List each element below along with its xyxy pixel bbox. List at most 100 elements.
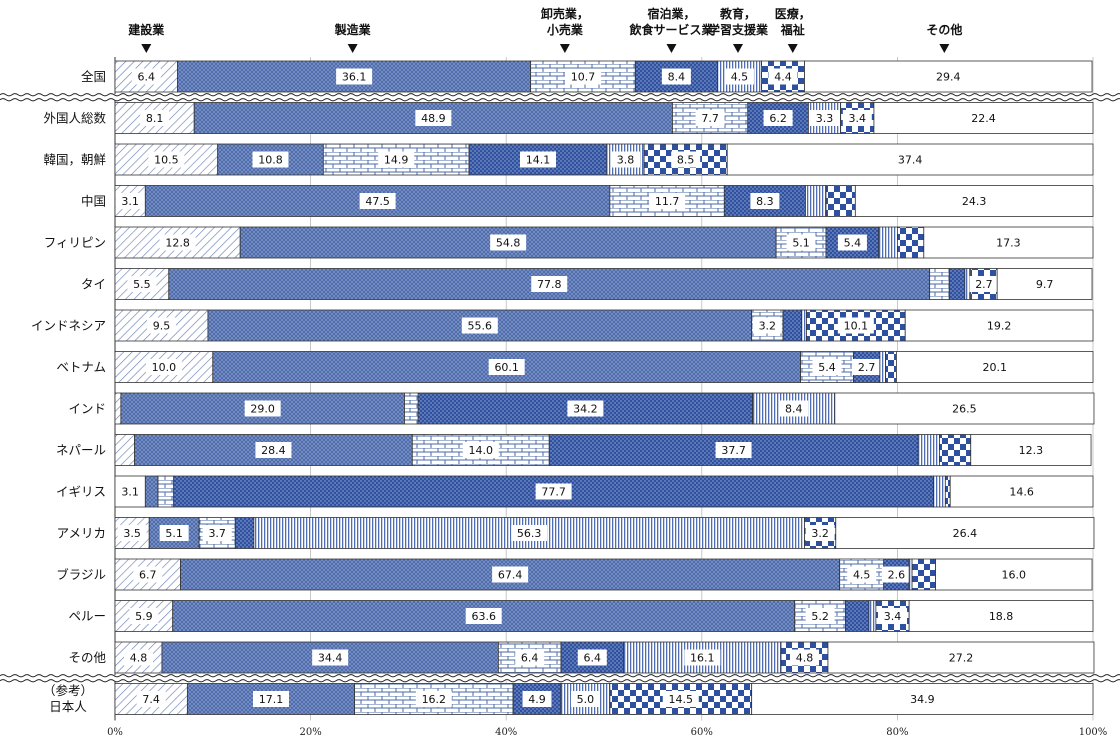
row-label: ブラジル [56,567,106,582]
value-label: 29.4 [936,71,961,84]
axis-breaks [0,93,1120,683]
value-label: 7.4 [142,693,160,706]
bar-segment [805,185,827,217]
value-label: 4.5 [853,569,871,582]
value-label: 22.4 [971,112,996,125]
value-label: 37.4 [898,154,923,167]
x-axis: 0% 20% 40% 60% 80% 100% [107,727,1107,738]
bars: 全国 6.4 36.1 10.7 8.4 4.5 4.4 29.4 外国人総数 8.1 48.9 7.… [31,60,1095,715]
bar-segment [854,185,1094,217]
value-label-bg [462,442,499,458]
value-label-bg [140,110,170,126]
value-label: 10.5 [154,154,179,167]
value-label-bg [359,193,396,209]
value-label: 4.4 [774,71,792,84]
value-label-bg [750,193,780,209]
header-label: 小売業 [547,22,584,37]
row-label: イギリス [56,484,106,499]
value-label-bg [649,193,686,209]
value-label-bg [415,110,452,126]
value-label: 24.3 [962,195,987,208]
value-label-bg [695,110,725,126]
axis-break-line [0,679,1120,683]
x-tick-label: 100% [1079,727,1108,738]
header-label: 学習支援業 [708,22,769,37]
bar-segment [929,268,950,300]
bar-segment [904,309,1094,342]
bar-segment [949,475,1094,508]
axis-break-gap [0,94,1120,101]
value-label: 8.4 [785,403,803,416]
value-label-bg [570,691,600,707]
bar-segment [897,226,925,259]
bar-segment [917,434,940,466]
value-label: 14.6 [1009,486,1034,499]
value-label: 5.2 [811,610,829,623]
header-arrow-icon [939,44,950,53]
bar-row: ネパール 28.4 14.0 37.7 12.3 [56,434,1092,466]
bar-segment [911,558,936,591]
value-label: 17.1 [259,693,284,706]
bar-segment [970,434,1092,466]
value-label-bg [415,691,452,707]
row-label: フィリピン [44,235,106,250]
bar-segment [804,60,1093,93]
value-label: 3.1 [121,486,139,499]
value-label: 5.1 [165,527,183,540]
value-label: 2.6 [888,569,906,582]
bar-segment [827,641,1095,674]
bar-segment [944,475,951,508]
header-label: 卸売業， [541,6,589,21]
value-label: 5.0 [577,693,595,706]
header-label: 教育， [719,6,756,21]
x-tick-label: 0% [107,727,123,738]
value-label: 77.7 [541,486,566,499]
value-label: 10.0 [152,361,177,374]
row-label: （参考） [43,683,93,698]
bar-segment [497,641,562,674]
value-label-bg [127,276,157,292]
bar-segment [825,226,880,259]
value-label: 12.3 [1019,444,1044,457]
value-label: 5.1 [792,237,810,250]
bar-segment [234,517,255,549]
value-label: 6.4 [138,71,156,84]
value-label: 18.8 [989,610,1014,623]
value-label-bg [611,151,641,168]
value-label: 67.4 [498,569,523,582]
value-label: 36.1 [342,71,367,84]
header-arrow-icon [141,44,152,53]
value-label-bg [202,525,232,541]
value-label-bg [145,359,182,375]
bar-segment [879,351,887,383]
value-label-bg [969,276,999,292]
header-arrow-icon [732,44,743,53]
bar-segment [935,558,1093,591]
value-label-bg [255,442,292,458]
header-arrow-icon [666,44,677,53]
row-label: その他 [68,650,106,665]
value-label-bg [244,400,281,417]
axis-break-gap [0,675,1120,682]
bar-row: その他 4.8 34.4 6.4 6.4 16.1 4.8 27.2 [68,641,1095,674]
header-arrow-icon [787,44,798,53]
value-label: 3.3 [816,112,834,125]
value-label-bg [131,68,161,85]
value-label-bg [519,151,556,168]
value-label: 5.5 [133,278,151,291]
bar-segment [801,309,807,342]
value-label-bg [847,566,877,583]
value-label: 10.1 [844,320,869,333]
bar-segment [885,351,897,383]
header-label: その他 [926,22,962,37]
value-label: 7.7 [701,112,719,125]
value-label: 34.4 [318,652,343,665]
value-label: 14.1 [526,154,551,167]
value-label: 8.1 [146,112,164,125]
value-label-bg [684,649,721,666]
value-label: 8.3 [756,195,774,208]
bar-row: （参考）日本人 7.4 17.1 16.2 4.9 5.0 14.5 34.9 [43,683,1094,715]
header-label: 製造業 [334,22,372,37]
value-label: 3.7 [208,527,226,540]
value-label: 14.0 [469,444,494,457]
